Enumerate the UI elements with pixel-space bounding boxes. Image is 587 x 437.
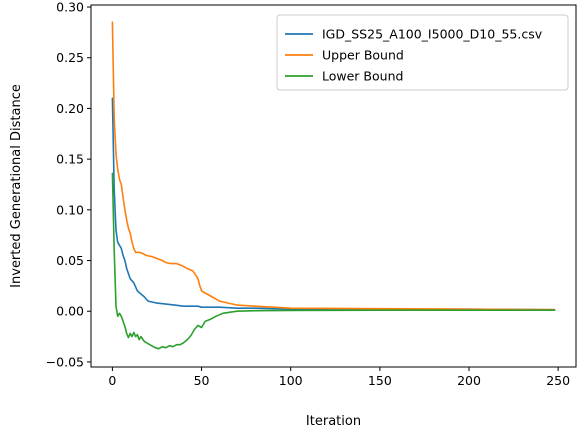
y-tick-label: −0.05 bbox=[46, 354, 84, 369]
y-tick-label: 0.10 bbox=[56, 202, 84, 217]
plot-frame bbox=[90, 4, 577, 368]
x-tick-label: 250 bbox=[546, 373, 570, 388]
y-tick-label: 0.15 bbox=[56, 152, 84, 167]
x-tick-label: 100 bbox=[279, 373, 303, 388]
legend-label: Lower Bound bbox=[322, 69, 403, 84]
legend-box bbox=[276, 14, 569, 91]
legend-label: IGD_SS25_A100_I5000_D10_55.csv bbox=[322, 27, 543, 42]
y-tick-label: 0.00 bbox=[56, 304, 84, 319]
x-tick-label: 50 bbox=[194, 373, 210, 388]
series-lines bbox=[111, 21, 556, 350]
legend: IGD_SS25_A100_I5000_D10_55.csv Upper Boun… bbox=[276, 14, 569, 91]
y-tick-label: 0.30 bbox=[56, 0, 84, 15]
series-line-2 bbox=[111, 21, 556, 311]
x-tick-label: 200 bbox=[457, 373, 481, 388]
legend-label: Upper Bound bbox=[322, 48, 404, 63]
x-tick-label: 150 bbox=[368, 373, 392, 388]
x-tick-label: 0 bbox=[108, 373, 116, 388]
series-line-1 bbox=[111, 97, 556, 311]
y-tick-label: 0.25 bbox=[56, 50, 84, 65]
y-axis-label: Inverted Generational Distance bbox=[9, 84, 24, 288]
ticks: 0 50 100 150 200 250 −0.05 0.00 0.05 0.10 0.15 0.20… bbox=[46, 0, 570, 388]
y-tick-label: 0.05 bbox=[56, 253, 84, 268]
series-line-3 bbox=[111, 172, 556, 350]
y-tick-label: 0.20 bbox=[56, 101, 84, 116]
x-axis-label: Iteration bbox=[306, 414, 361, 429]
